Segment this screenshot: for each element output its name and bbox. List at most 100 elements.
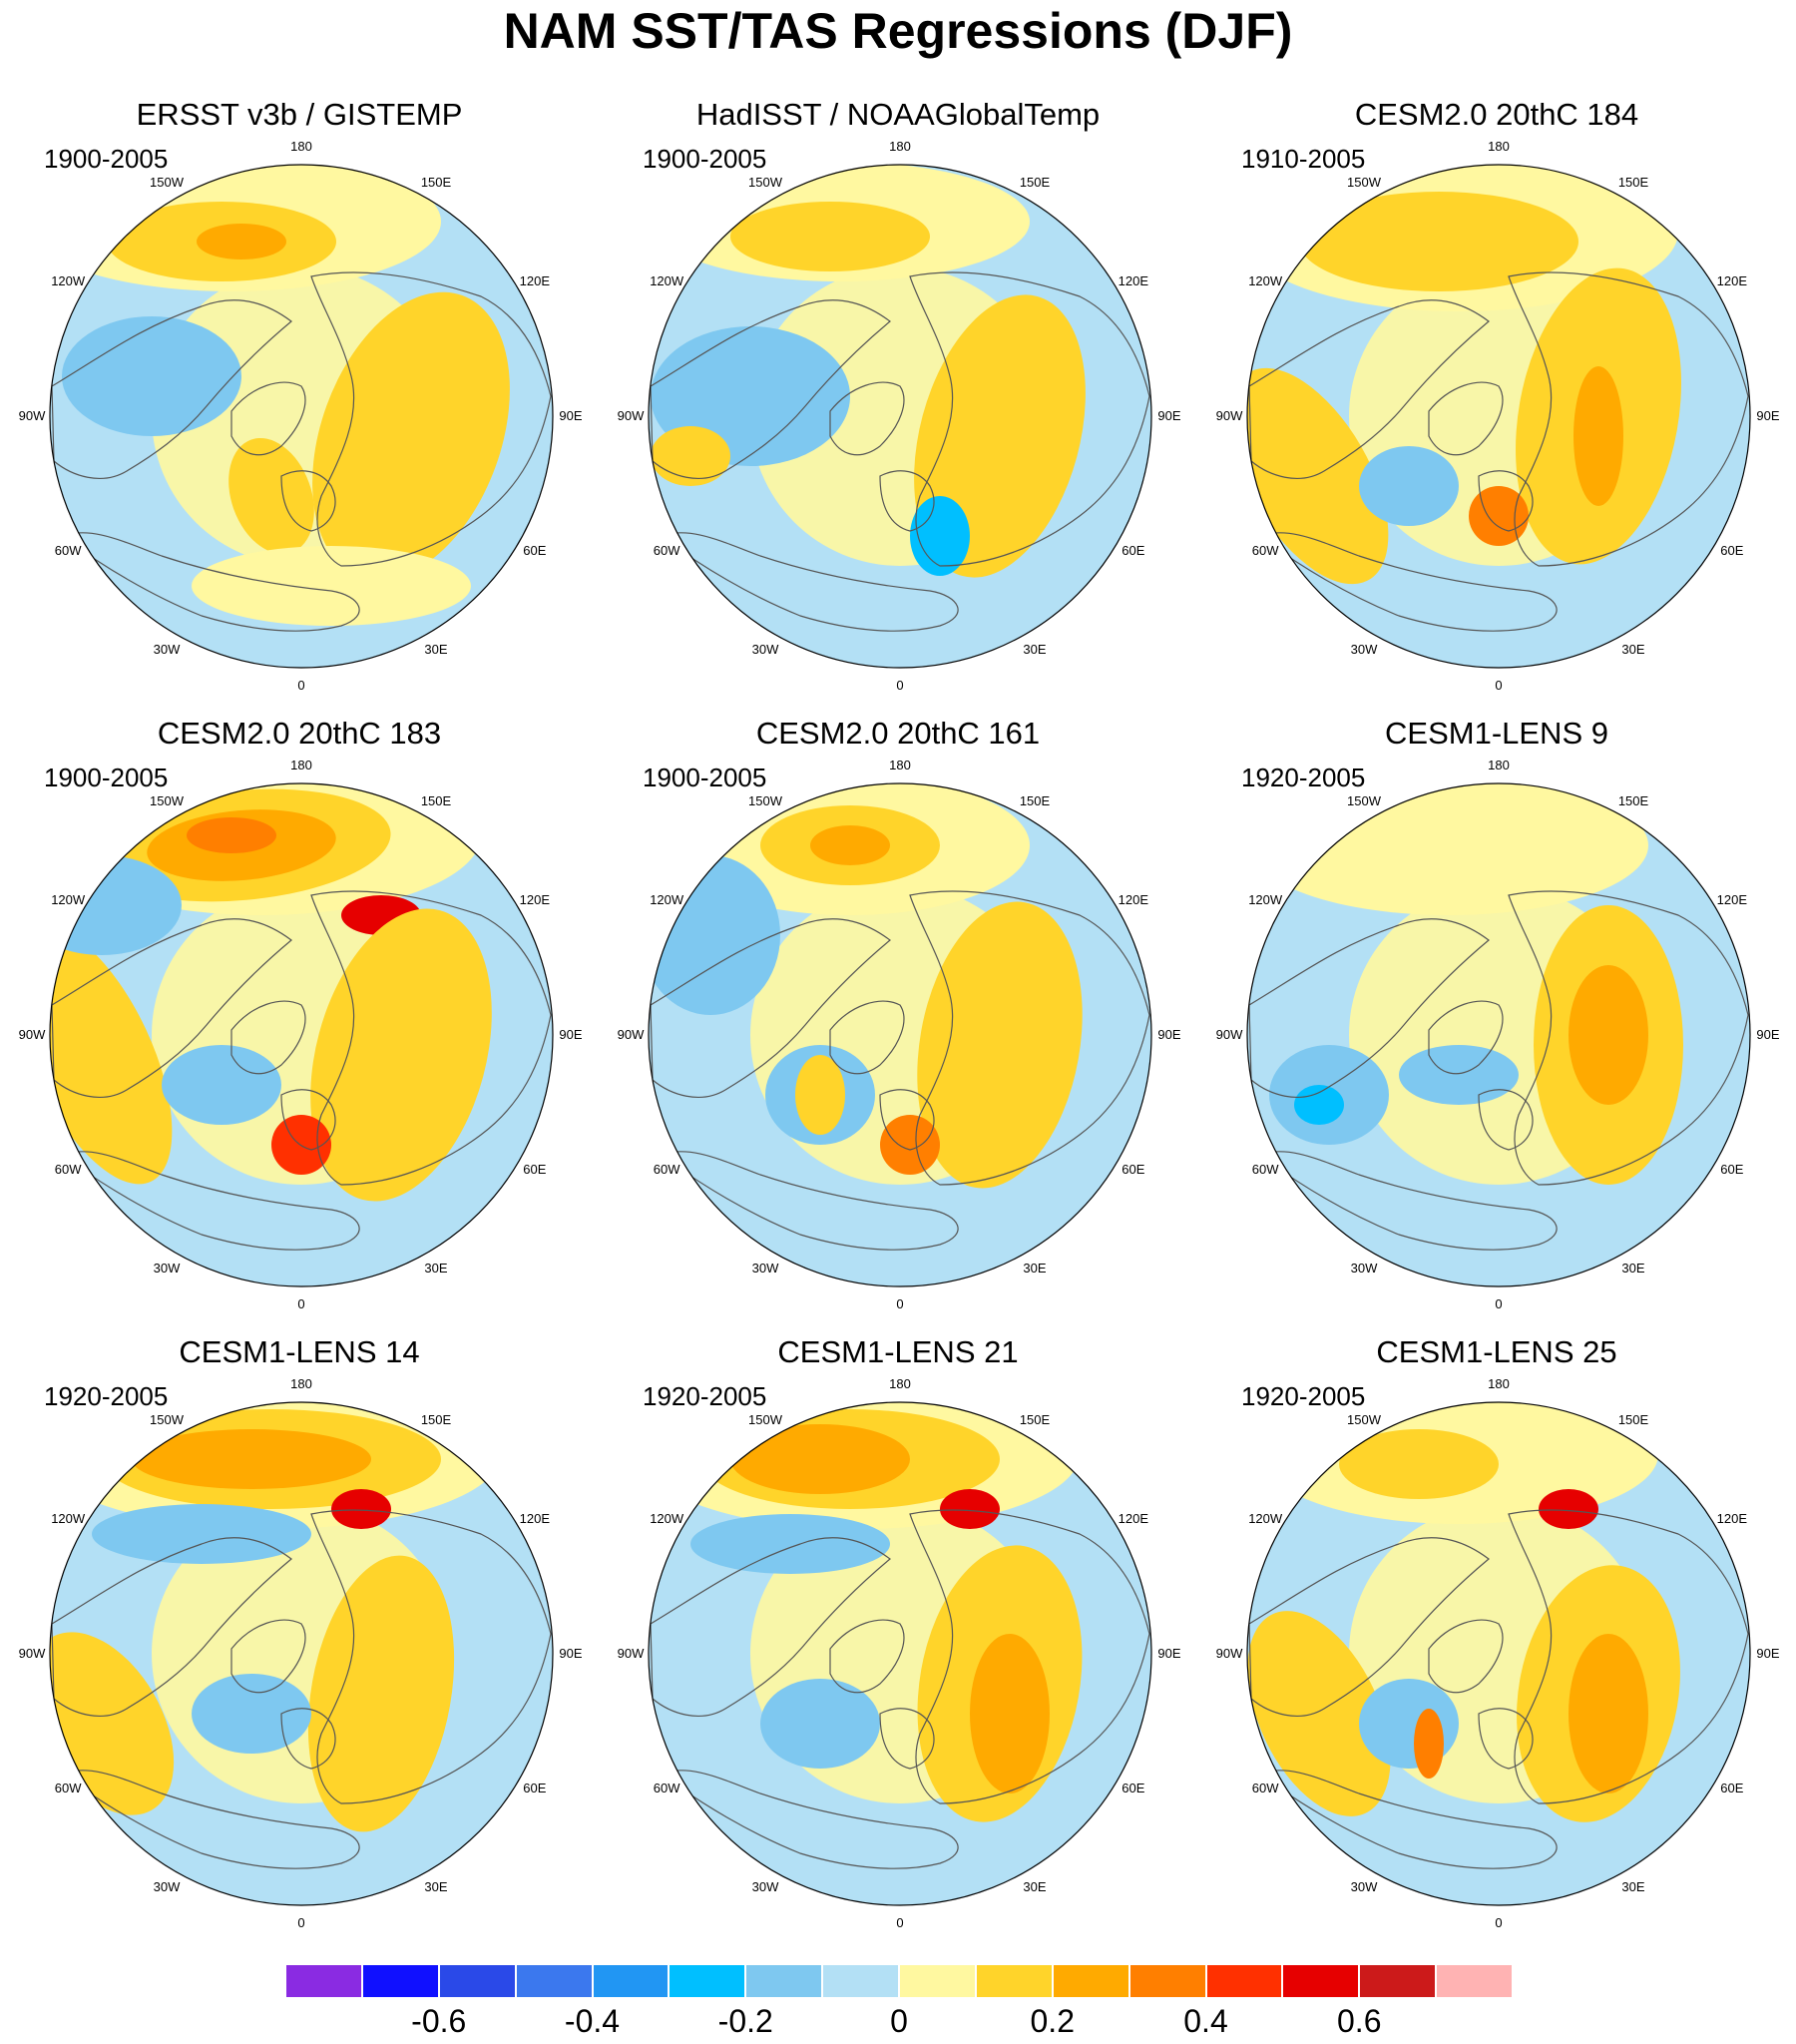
contour-region bbox=[970, 1634, 1050, 1793]
panel-period: 1910-2005 bbox=[1241, 144, 1366, 174]
longitude-label: 30E bbox=[1621, 1260, 1645, 1276]
longitude-label: 120W bbox=[650, 1511, 684, 1526]
coastline bbox=[230, 1000, 306, 1075]
longitude-label: 90W bbox=[1215, 1027, 1243, 1042]
longitude-label: 120W bbox=[51, 892, 86, 907]
longitude-label: 30W bbox=[751, 1878, 779, 1894]
longitude-label: 120W bbox=[650, 273, 684, 288]
map-panel: CESM1-LENS 9 1920-2005 180 150E 120E 90E 60E 30… bbox=[1197, 714, 1796, 1332]
longitude-label: 60E bbox=[523, 1162, 547, 1177]
panel-period: 1900-2005 bbox=[643, 763, 767, 792]
contour-region bbox=[271, 1115, 331, 1175]
colorbar-swatch bbox=[1436, 1964, 1513, 1998]
coastline bbox=[659, 1770, 959, 1869]
polar-map bbox=[648, 1401, 1152, 1906]
map-border bbox=[49, 164, 554, 669]
coastline bbox=[1428, 1619, 1504, 1694]
polar-map bbox=[648, 164, 1152, 669]
longitude-label: 60W bbox=[54, 1162, 82, 1177]
contour-region bbox=[1569, 1634, 1648, 1793]
contour-region bbox=[730, 202, 930, 271]
coastline bbox=[650, 299, 891, 479]
longitude-label: 30W bbox=[1350, 1878, 1378, 1894]
coastline bbox=[879, 1089, 935, 1151]
contour-region bbox=[192, 546, 471, 626]
longitude-label: 150W bbox=[1347, 175, 1381, 191]
longitude-label: 60E bbox=[1720, 1162, 1744, 1177]
panel-title: CESM1-LENS 9 bbox=[1385, 716, 1608, 751]
colorbar-swatch bbox=[361, 1964, 439, 1998]
longitude-label: 60E bbox=[1122, 543, 1145, 558]
colorbar-swatch bbox=[285, 1964, 362, 1998]
longitude-label: 30E bbox=[1621, 1878, 1645, 1894]
longitude-label: 30W bbox=[751, 641, 779, 657]
coastline bbox=[60, 1151, 360, 1251]
colorbar-tick-label: 0.4 bbox=[1183, 2003, 1228, 2039]
colorbar-swatch bbox=[1359, 1964, 1437, 1998]
longitude-label: 30E bbox=[424, 641, 448, 657]
longitude-label: 120W bbox=[1248, 1511, 1283, 1526]
panel-period: 1900-2005 bbox=[44, 763, 169, 792]
longitude-label: 120W bbox=[51, 1511, 86, 1526]
longitude-label: 30E bbox=[1023, 1878, 1047, 1894]
colorbar-swatch bbox=[438, 1964, 516, 1998]
longitude-label: 90E bbox=[559, 408, 583, 423]
panel-title: HadISST / NOAAGlobalTemp bbox=[695, 97, 1101, 132]
contour-region bbox=[795, 1055, 845, 1135]
longitude-label: 120W bbox=[51, 273, 86, 288]
coastline bbox=[909, 271, 1150, 567]
contour-region bbox=[92, 1504, 311, 1564]
panel-title: CESM1-LENS 21 bbox=[777, 1334, 1019, 1369]
longitude-label: 150E bbox=[1019, 793, 1051, 809]
colorbar-tick-label: -0.6 bbox=[411, 2003, 467, 2039]
contour-region bbox=[1359, 1679, 1459, 1769]
coastline bbox=[230, 1619, 306, 1694]
longitude-label: 60E bbox=[523, 1781, 547, 1795]
contour-region bbox=[187, 817, 276, 853]
contour-region bbox=[730, 1424, 910, 1494]
longitude-label: 30W bbox=[751, 1260, 779, 1276]
longitude-label: 150E bbox=[1019, 175, 1051, 191]
polar-map bbox=[648, 782, 1152, 1287]
coastline bbox=[829, 1619, 905, 1694]
panel-title: CESM2.0 20thC 161 bbox=[755, 716, 1041, 751]
longitude-label: 150W bbox=[748, 1412, 782, 1428]
longitude-label: 90W bbox=[617, 408, 645, 423]
contour-region bbox=[760, 1679, 880, 1769]
map-panel: CESM1-LENS 14 1920-2005 180 150E 120E 90E 60E 3… bbox=[0, 1332, 599, 1951]
colorbar-tick-label: 0.2 bbox=[1030, 2003, 1075, 2039]
longitude-label: 180 bbox=[889, 139, 911, 154]
map-border bbox=[49, 782, 554, 1287]
coastline bbox=[60, 532, 360, 632]
contour-region bbox=[940, 1489, 1000, 1529]
contour-region bbox=[1294, 1085, 1344, 1125]
coastline bbox=[51, 1537, 292, 1717]
colorbar-swatch bbox=[899, 1964, 976, 1998]
longitude-label: 30W bbox=[1350, 641, 1378, 657]
longitude-label: 90E bbox=[1756, 1646, 1780, 1661]
longitude-label: 90W bbox=[617, 1027, 645, 1042]
coastline bbox=[280, 1708, 336, 1770]
contour-region bbox=[1299, 192, 1578, 291]
panel-title: CESM1-LENS 14 bbox=[179, 1334, 420, 1369]
longitude-label: 60E bbox=[1122, 1781, 1145, 1795]
map-panel: CESM1-LENS 25 1920-2005 180 150E 120E 90E 60E 3… bbox=[1197, 1332, 1796, 1951]
coastline bbox=[829, 1000, 905, 1075]
polar-map bbox=[1246, 1401, 1751, 1906]
contour-region bbox=[690, 1514, 890, 1574]
panel-title: ERSST v3b / GISTEMP bbox=[136, 97, 463, 132]
map-border bbox=[1246, 782, 1751, 1287]
longitude-label: 30W bbox=[153, 1878, 181, 1894]
coastline bbox=[1257, 1151, 1558, 1251]
contour-region bbox=[1247, 1611, 1391, 1816]
contour-region bbox=[310, 908, 492, 1202]
longitude-label: 90E bbox=[1756, 408, 1780, 423]
longitude-label: 120E bbox=[519, 892, 550, 907]
longitude-label: 30E bbox=[424, 1878, 448, 1894]
longitude-label: 150E bbox=[420, 793, 452, 809]
longitude-label: 180 bbox=[889, 758, 911, 772]
coastline bbox=[1508, 1509, 1749, 1804]
contour-region bbox=[162, 1045, 281, 1125]
longitude-label: 150E bbox=[1617, 793, 1649, 809]
colorbar-swatch bbox=[1052, 1964, 1129, 1998]
